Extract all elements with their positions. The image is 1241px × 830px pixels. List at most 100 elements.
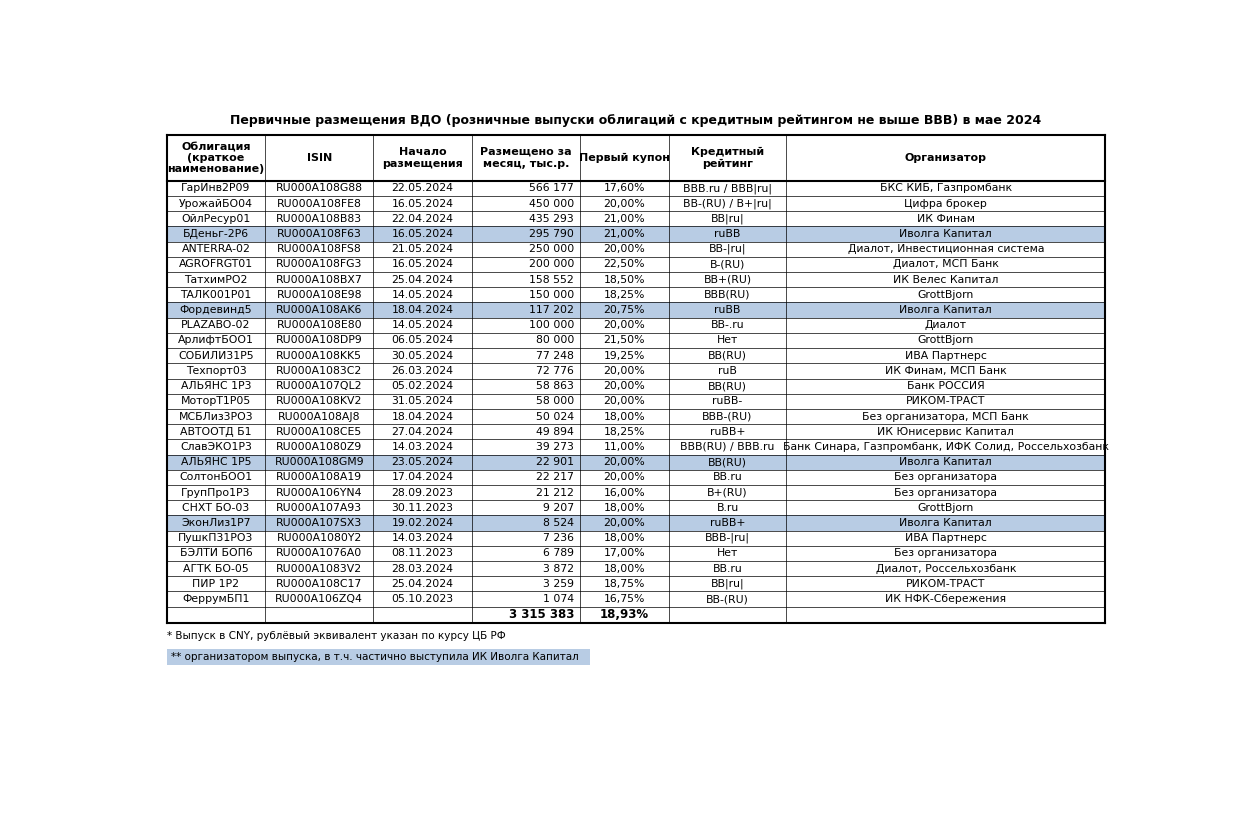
Text: 05.02.2024: 05.02.2024	[391, 381, 453, 391]
Bar	[166, 256, 1106, 272]
Text: PLAZABO-02: PLAZABO-02	[181, 320, 251, 330]
Text: 20,00%: 20,00%	[603, 320, 645, 330]
Text: БДеньг-2Р6: БДеньг-2Р6	[182, 229, 249, 239]
Text: 16,00%: 16,00%	[603, 487, 645, 497]
Text: 200 000: 200 000	[529, 260, 573, 270]
Text: Без организатора: Без организатора	[895, 549, 998, 559]
Text: 18,00%: 18,00%	[603, 564, 645, 574]
Text: BB+(RU): BB+(RU)	[704, 275, 752, 285]
Text: 3 872: 3 872	[542, 564, 573, 574]
Text: наименование): наименование)	[168, 164, 264, 174]
Bar	[166, 333, 1106, 348]
Text: RU000A108C17: RU000A108C17	[276, 579, 362, 588]
Text: Диалот, Инвестиционная система: Диалот, Инвестиционная система	[848, 244, 1044, 254]
Text: 28.09.2023: 28.09.2023	[391, 487, 453, 497]
Text: B+(RU): B+(RU)	[707, 487, 748, 497]
Bar	[166, 272, 1106, 287]
Text: 22,50%: 22,50%	[603, 260, 645, 270]
Text: 16.05.2024: 16.05.2024	[391, 260, 453, 270]
Text: 22 217: 22 217	[536, 472, 573, 482]
Text: 20,00%: 20,00%	[603, 381, 645, 391]
Text: 18,00%: 18,00%	[603, 503, 645, 513]
Text: 9 207: 9 207	[542, 503, 573, 513]
Bar	[166, 470, 1106, 485]
Text: 21,00%: 21,00%	[603, 214, 645, 224]
Bar	[166, 196, 1106, 211]
Bar	[166, 134, 1106, 623]
Text: BBB(RU): BBB(RU)	[705, 290, 751, 300]
Text: BB.ru: BB.ru	[712, 564, 742, 574]
Text: УрожайБО04: УрожайБО04	[179, 198, 253, 208]
Text: RU000A108B83: RU000A108B83	[277, 214, 362, 224]
Text: Техпорт03: Техпорт03	[186, 366, 246, 376]
Text: 18,25%: 18,25%	[603, 427, 645, 437]
Text: BB|ru|: BB|ru|	[711, 579, 745, 589]
Bar	[166, 364, 1106, 378]
Text: 20,00%: 20,00%	[603, 366, 645, 376]
Text: 18,93%: 18,93%	[599, 608, 649, 622]
Text: 117 202: 117 202	[529, 305, 573, 315]
Text: 21,50%: 21,50%	[603, 335, 645, 345]
Text: ANTERRA-02: ANTERRA-02	[181, 244, 251, 254]
Text: Без организатора, МСП Банк: Без организатора, МСП Банк	[862, 412, 1029, 422]
Bar	[166, 393, 1106, 409]
Text: GrottBjorn: GrottBjorn	[917, 503, 974, 513]
Text: 20,00%: 20,00%	[603, 198, 645, 208]
Text: СНХТ БО-03: СНХТ БО-03	[182, 503, 249, 513]
Text: 20,00%: 20,00%	[603, 457, 645, 467]
Text: СлавЭКО1Р3: СлавЭКО1Р3	[180, 442, 252, 452]
Text: 19,25%: 19,25%	[603, 351, 645, 361]
Text: RU000A107QL2: RU000A107QL2	[276, 381, 362, 391]
Text: ИК Финам, МСП Банк: ИК Финам, МСП Банк	[885, 366, 1006, 376]
Text: 20,00%: 20,00%	[603, 396, 645, 407]
Text: 28.03.2024: 28.03.2024	[391, 564, 453, 574]
Text: 21 212: 21 212	[536, 487, 573, 497]
Text: ruBB: ruBB	[715, 305, 741, 315]
Text: 14.05.2024: 14.05.2024	[391, 290, 453, 300]
Text: 08.11.2023: 08.11.2023	[391, 549, 453, 559]
Text: ЭконЛиз1Р7: ЭконЛиз1Р7	[181, 518, 251, 528]
Text: МСБЛиз3РО3: МСБЛиз3РО3	[179, 412, 253, 422]
Text: 20,75%: 20,75%	[603, 305, 645, 315]
Text: Размещено за: Размещено за	[480, 147, 572, 157]
Bar	[166, 546, 1106, 561]
Text: BB-|ru|: BB-|ru|	[709, 244, 746, 255]
Text: 58 000: 58 000	[536, 396, 573, 407]
Text: 158 552: 158 552	[529, 275, 573, 285]
Text: 7 236: 7 236	[542, 533, 573, 543]
Text: 18.04.2024: 18.04.2024	[391, 305, 453, 315]
Text: ГрупПро1Р3: ГрупПро1Р3	[181, 487, 251, 497]
Text: 250 000: 250 000	[529, 244, 573, 254]
Text: Цифра брокер: Цифра брокер	[905, 198, 988, 208]
Text: RU000A108FS8: RU000A108FS8	[277, 244, 361, 254]
Text: Облигация: Облигация	[181, 141, 251, 151]
Text: 14.05.2024: 14.05.2024	[391, 320, 453, 330]
Text: 25.04.2024: 25.04.2024	[391, 275, 453, 285]
Text: RU000A108FG3: RU000A108FG3	[276, 260, 362, 270]
Text: 20,00%: 20,00%	[603, 518, 645, 528]
Text: RU000A108FE8: RU000A108FE8	[277, 198, 361, 208]
Text: RU000A1080Z9: RU000A1080Z9	[276, 442, 362, 452]
Text: 19.02.2024: 19.02.2024	[391, 518, 453, 528]
Text: BB-.ru: BB-.ru	[711, 320, 745, 330]
Bar	[166, 515, 1106, 530]
Text: АВТООТД Б1: АВТООТД Б1	[180, 427, 252, 437]
Text: ruBB+: ruBB+	[710, 518, 746, 528]
Text: RU000A108DP9: RU000A108DP9	[276, 335, 362, 345]
Text: RU000A1076A0: RU000A1076A0	[276, 549, 362, 559]
Text: размещения: размещения	[382, 159, 463, 168]
Bar	[166, 378, 1106, 393]
Text: Начало: Начало	[398, 147, 447, 157]
Text: 39 273: 39 273	[536, 442, 573, 452]
Bar	[166, 576, 1106, 592]
Text: Без организатора: Без организатора	[895, 472, 998, 482]
Text: RU000A107SX3: RU000A107SX3	[276, 518, 362, 528]
Text: ИК НФК-Сбережения: ИК НФК-Сбережения	[885, 594, 1006, 604]
Bar	[166, 607, 1106, 623]
Text: 17,00%: 17,00%	[603, 549, 645, 559]
Text: 80 000: 80 000	[536, 335, 573, 345]
Text: 14.03.2024: 14.03.2024	[391, 442, 453, 452]
Bar	[166, 302, 1106, 318]
Text: Нет: Нет	[717, 335, 738, 345]
Text: RU000A108KK5: RU000A108KK5	[277, 351, 362, 361]
